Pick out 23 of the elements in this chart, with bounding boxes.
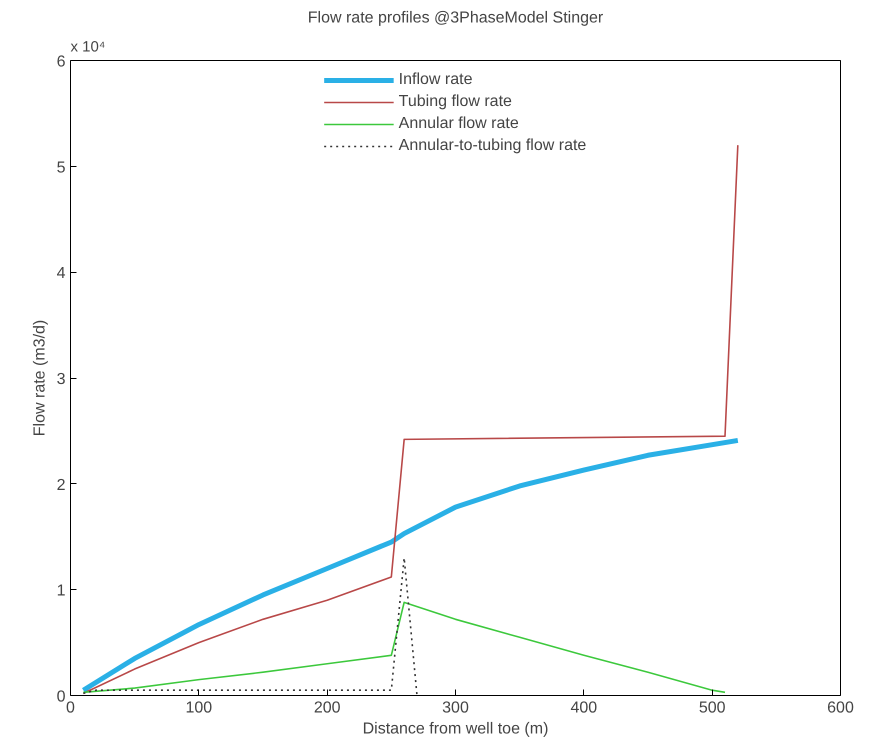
y-tick-label: 6 [56,54,66,70]
legend-label: Inflow rate [398,71,472,89]
x-axis-title: Distance from well toe (m) [362,720,548,738]
y-tick-label: 0 [56,688,66,706]
legend-label: Annular-to-tubing flow rate [398,137,586,155]
x-tick-label: 200 [314,700,341,716]
x-tick-label: 100 [185,700,212,716]
legend-label: Annular flow rate [398,115,519,133]
x-tick-label: 300 [442,700,469,716]
x-tick-label: 600 [827,700,854,716]
x-tick-label: 500 [698,700,726,716]
y-tick-label: 5 [56,159,66,176]
x-tick-label: 400 [570,700,598,716]
line-series [82,557,418,696]
y-tick-label: 3 [56,371,66,388]
text: x 10⁴ [70,38,106,56]
legend-label: Tubing flow rate [398,93,512,111]
line-series [82,602,726,694]
y-axis-title: Flow rate (m3/d) [32,320,49,436]
y-tick-label: 4 [56,265,66,282]
y-tick-label: 2 [56,476,66,494]
y-tick-label: 1 [56,582,66,600]
chart-title: Flow rate profiles @3PhaseModel Stinger [308,10,604,26]
